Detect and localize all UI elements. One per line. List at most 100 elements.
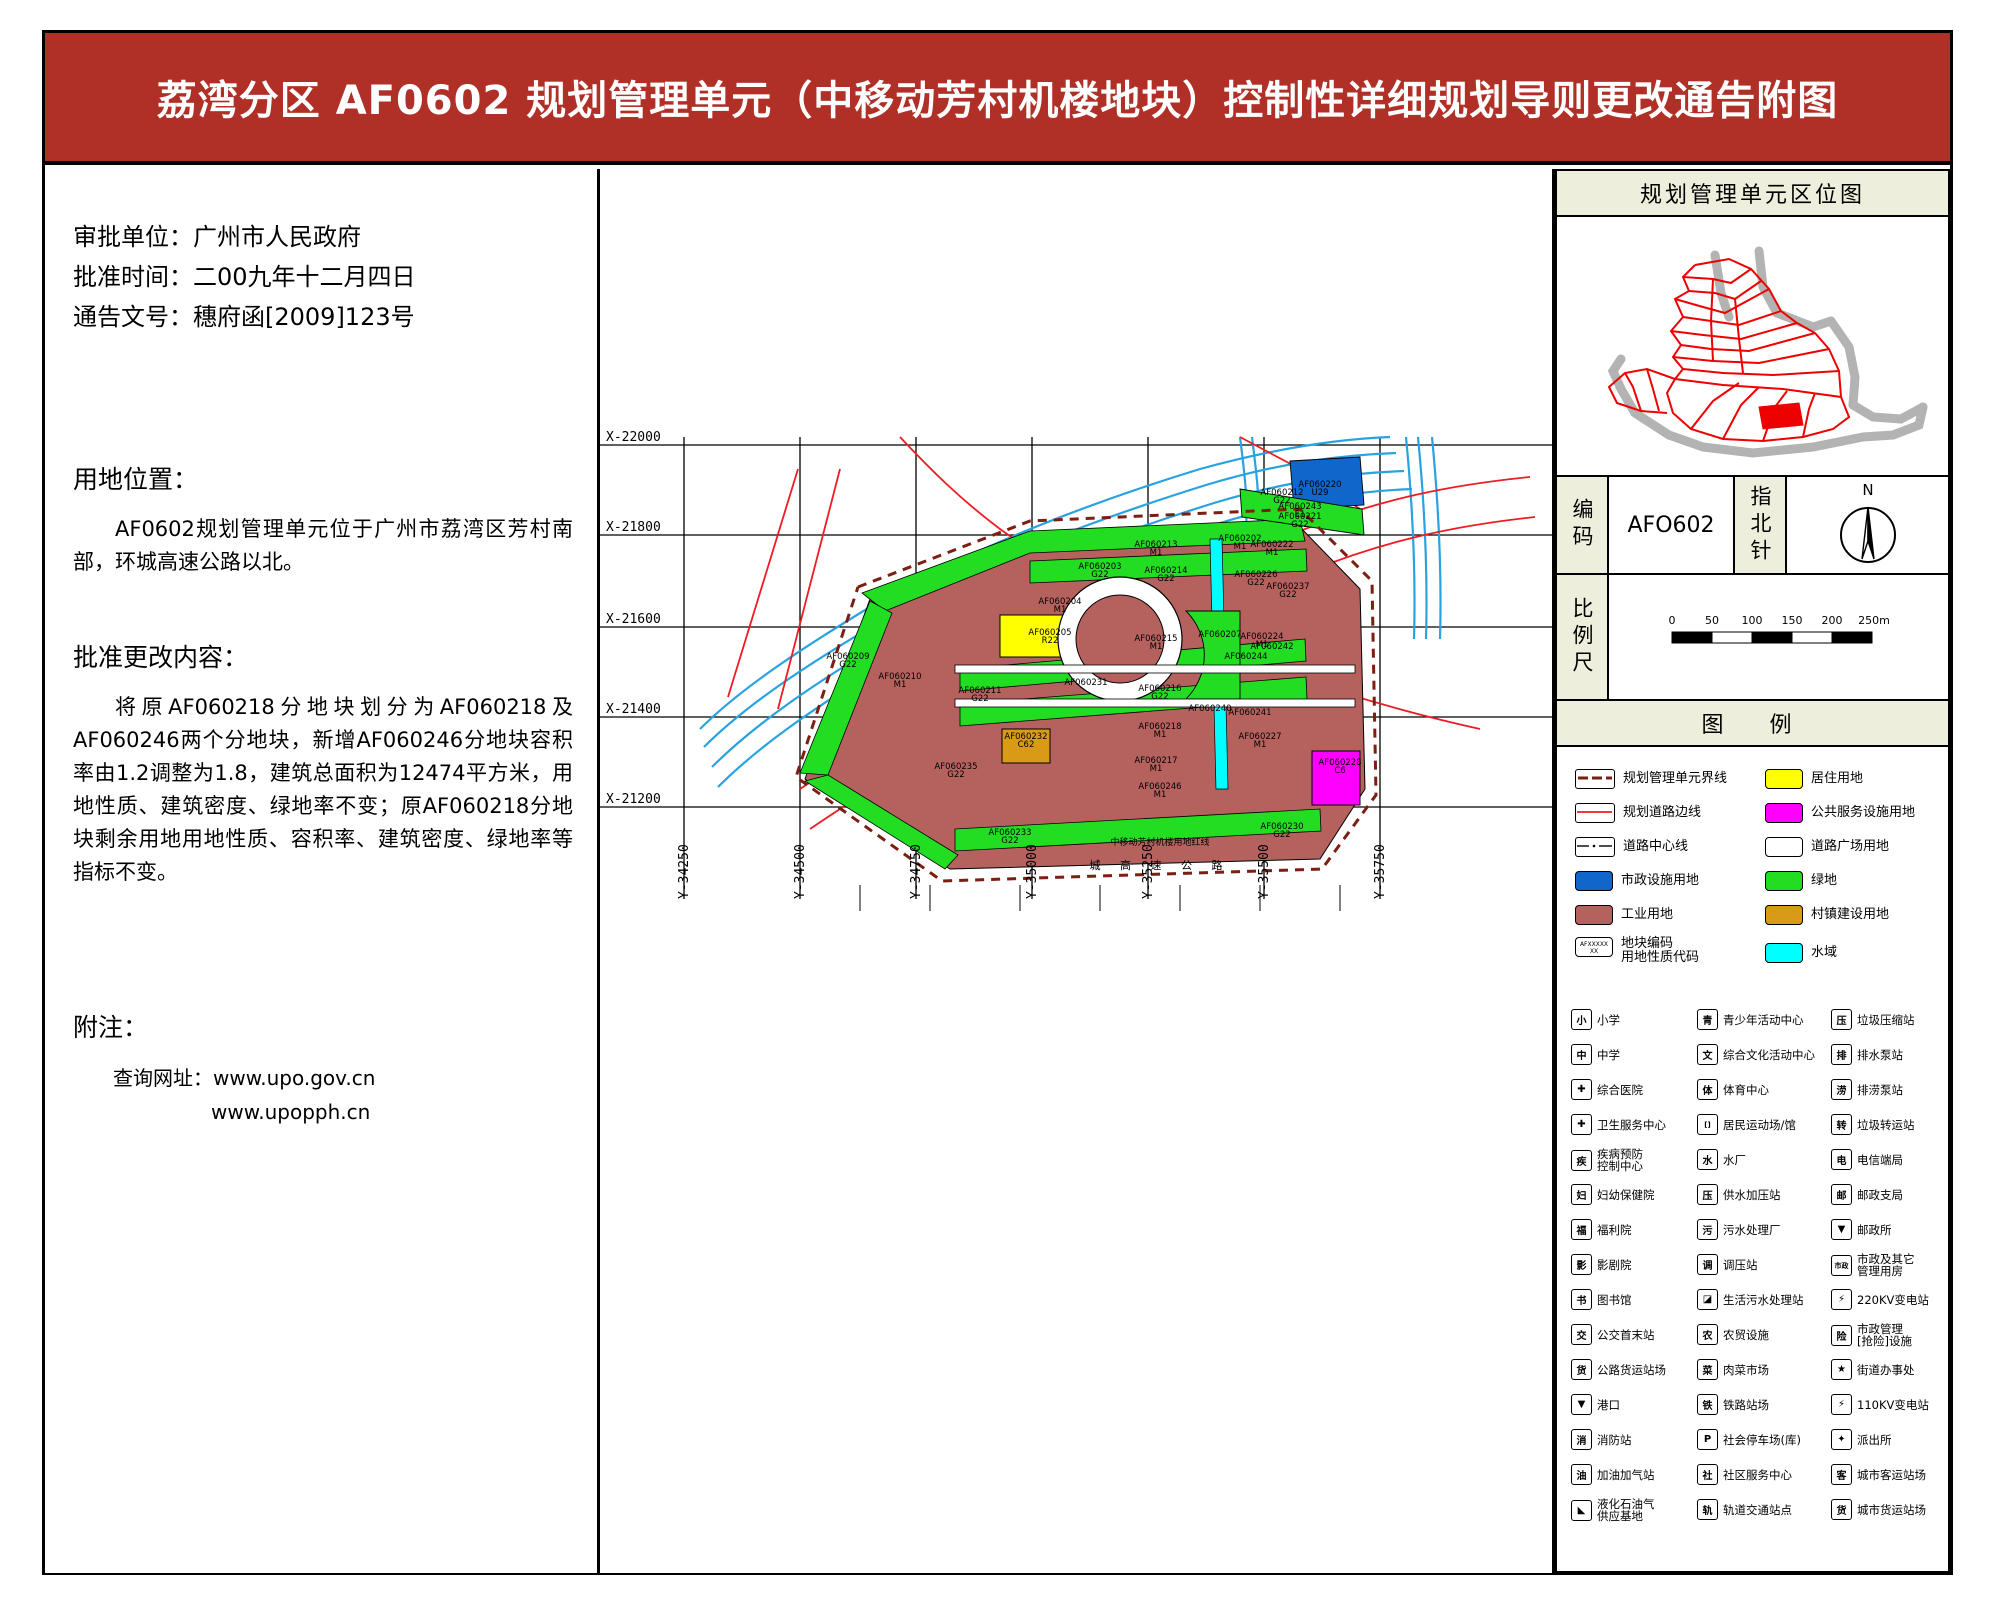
facility-legend-item: 疾疾病预防 控制中心 [1571,1147,1643,1173]
green-swatch-icon [1765,871,1803,891]
municipal-swatch-icon [1575,871,1613,891]
page-title: 荔湾分区 AF0602 规划管理单元（中移动芳村机楼地块）控制性详细规划导则更改… [156,78,1839,124]
legend-item-public-service: 公共服务设施用地 [1765,803,1915,823]
svg-text:M1: M1 [1150,548,1163,558]
facility-legend-item: ▼ 港口 [1571,1394,1620,1415]
facility-legend-label: 生活污水处理站 [1723,1292,1804,1307]
facility-legend-label: 卫生服务中心 [1597,1117,1666,1132]
facility-legend-label: 图书馆 [1597,1292,1632,1307]
svg-text:G22: G22 [1279,590,1296,600]
redline-label: 中移动芳村机楼用地红线 [1110,836,1209,848]
facility-legend-label: 疾病预防 控制中心 [1597,1147,1643,1173]
unit-boundary-line-icon [1575,769,1615,789]
facility-legend-label: 福利院 [1597,1222,1632,1237]
facility-legend-label: 综合文化活动中心 [1723,1047,1815,1062]
svg-text:AF060241: AF060241 [1228,708,1271,718]
location-text: AF0602规划管理单元位于广州市荔湾区芳村南部，环城高速公路以北。 [73,517,573,574]
note-block: 附注： 查询网址：www.upo.gov.cn www.upopph.cn [73,1009,375,1129]
welfare-house-icon: 福 [1571,1219,1592,1240]
legend-label: 规划管理单元界线 [1623,771,1728,786]
facility-legend-item: ✦ 派出所 [1831,1429,1892,1450]
x-label-0: X-22000 [606,430,661,445]
approval-unit-row: 审批单位：广州市人民政府 [73,217,416,257]
facility-legend-label: 邮政支局 [1857,1187,1903,1202]
doc-no-row: 通告文号：穗府函[2009]123号 [73,297,416,337]
locator-title: 规划管理单元区位图 [1555,169,1950,217]
svg-text:G22: G22 [1151,692,1168,702]
map-panel[interactable]: AF060202 M1 AF060203 G22 AF060204 M1 AF0602… [600,169,1555,1573]
road-plaza-swatch-icon [1765,837,1803,857]
scale-tick-1: 50 [1705,614,1719,627]
theater-icon: 影 [1571,1254,1592,1275]
svg-text:M1: M1 [894,680,907,690]
facility-legend-label: 污水处理厂 [1723,1222,1781,1237]
facility-legend-label: 影剧院 [1597,1257,1632,1272]
bus-terminal-icon: 交 [1571,1324,1592,1345]
facility-legend-item: 转垃圾转运站 [1831,1114,1915,1135]
svg-text:AF060214: AF060214 [1144,566,1187,576]
facility-legend-item: 轨轨道交通站点 [1697,1499,1792,1520]
facility-legend-label: 调压站 [1723,1257,1758,1272]
legend-label: 工业用地 [1621,907,1674,922]
facility-legend-label: 排涝泵站 [1857,1082,1903,1097]
facility-legend-item: 市政 市政及其它 管理用房 [1831,1253,1915,1277]
svg-text:AF060207: AF060207 [1198,630,1241,640]
facility-legend-label: 中学 [1597,1047,1620,1062]
x-label-1: X-21800 [606,520,661,535]
facility-legend-label: 街道办事处 [1857,1362,1915,1377]
rail-transit-station-icon: 轨 [1697,1499,1718,1520]
y-label-0: Y-34250 [677,844,692,899]
scale-bar-area: 0 50 100 150 200 250m [1607,573,1950,701]
y-label-2: Y-34750 [909,844,924,899]
svg-text:AF060215: AF060215 [1134,634,1177,644]
facility-legend-label: 城市客运站场 [1857,1467,1926,1482]
svg-text:M1: M1 [1154,730,1167,740]
svg-text:AF060203: AF060203 [1078,562,1121,572]
svg-text:G22: G22 [1273,496,1290,506]
legend-label: 绿地 [1811,873,1838,888]
svg-text:E1: E1 [1295,510,1306,520]
svg-text:M1: M1 [1254,740,1267,750]
y-label-1: Y-34500 [793,844,808,899]
legend-label: 居住用地 [1811,771,1864,786]
gas-station-icon: 油 [1571,1464,1592,1485]
change-heading: 批准更改内容： [73,643,249,672]
health-service-center-icon: ✚ [1571,1114,1592,1135]
drainage-pump-station-icon: 排 [1831,1044,1852,1065]
railway-station-icon: 铁 [1697,1394,1718,1415]
facility-legend-item: ⚡ 110KV变电站 [1831,1394,1929,1415]
sports-center-icon: 体 [1697,1079,1718,1100]
svg-text:AF060212: AF060212 [1260,488,1303,498]
svg-text:M1: M1 [1256,640,1269,650]
middle-school-icon: 中 [1571,1044,1592,1065]
facility-legend-label: 农贸设施 [1723,1327,1769,1342]
svg-text:AF060222: AF060222 [1250,540,1293,550]
facility-legend-label: 居民运动场/馆 [1723,1117,1796,1132]
water-plant-icon: 水 [1697,1149,1718,1170]
legend-label: 道路广场用地 [1811,839,1890,854]
svg-text:M1: M1 [1150,642,1163,652]
scale-label: 比例尺 [1555,573,1609,701]
svg-text:AF060216: AF060216 [1138,684,1181,694]
domestic-sewage-station-icon: ◪ [1697,1289,1718,1310]
facility-legend-item: 涝排涝泵站 [1831,1079,1903,1100]
facility-legend-item: 压供水加压站 [1697,1184,1781,1205]
legend-item-green: 绿地 [1765,871,1837,891]
svg-text:AF060228: AF060228 [1318,758,1361,768]
svg-text:R22: R22 [1042,636,1059,646]
svg-text:AF060217: AF060217 [1134,756,1177,766]
pressure-regulating-station-icon: 调 [1697,1254,1718,1275]
facility-legend-item: 妇妇幼保健院 [1571,1184,1655,1205]
garbage-compression-station-icon: 压 [1831,1009,1852,1030]
facility-legend-item: 邮邮政支局 [1831,1184,1903,1205]
svg-text:C6: C6 [1334,766,1345,776]
street-office-icon: ★ [1831,1359,1852,1380]
facility-legend-label: 派出所 [1857,1432,1892,1447]
svg-text:M1: M1 [1054,605,1067,615]
svg-text:AF060204: AF060204 [1038,597,1081,607]
municipal-admin-building-icon: 市政 [1831,1255,1852,1276]
telecom-office-icon: 电 [1831,1149,1852,1170]
y-label-4: Y-35250 [1141,844,1156,899]
north-arrow-icon: N [1839,481,1896,563]
